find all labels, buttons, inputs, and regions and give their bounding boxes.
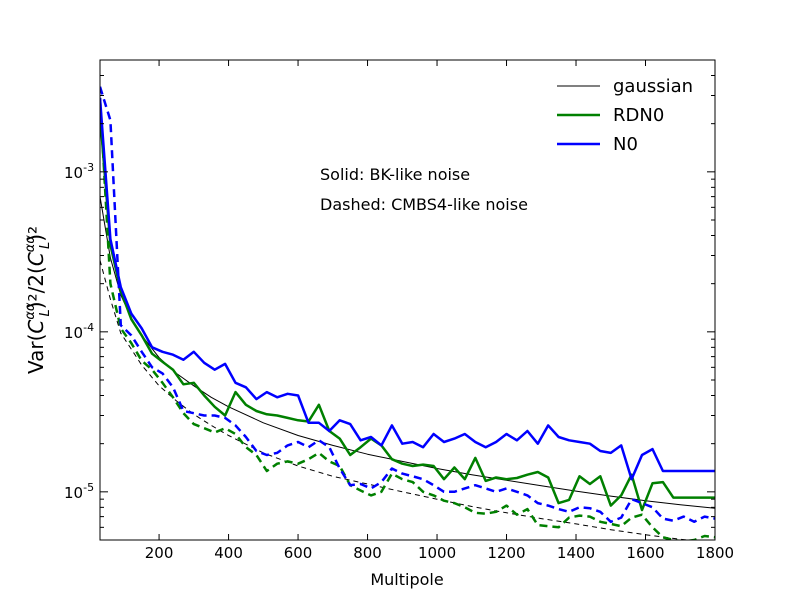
annotation-dashed: Dashed: CMBS4-like noise xyxy=(320,195,528,214)
legend-label-rdn0: RDN0 xyxy=(613,105,664,126)
plot-frame xyxy=(99,59,716,541)
plot-area xyxy=(100,60,715,540)
y-axis-label-suffix: )² xyxy=(24,226,48,242)
y-axis-label-prefix: Var( xyxy=(24,334,48,374)
ticks-layer: 200 400 600 800 1000 1200 1400 1600 1800 10-5 10-4… xyxy=(64,59,734,562)
y-axis-label-sup2: αα xyxy=(23,235,38,253)
y-tick-label: 10-4 xyxy=(64,321,94,342)
y-axis-label: Var(CααL)²/2(CααL)² xyxy=(23,226,53,374)
series-line-gaussian-dashed xyxy=(100,260,693,540)
x-tick-label: 1400 xyxy=(557,544,595,562)
x-axis-label: Multipole xyxy=(370,570,443,589)
y-tick-label: 10-3 xyxy=(64,161,94,182)
series-line-rdn0-dashed xyxy=(100,97,715,540)
x-tick-label: 1600 xyxy=(626,544,664,562)
series-line-n0-dashed xyxy=(100,86,715,524)
y-axis-label-sub2: L xyxy=(38,242,53,249)
series-line-rdn0-solid xyxy=(100,113,715,512)
x-tick-label: 1000 xyxy=(418,544,456,562)
y-axis-label-c1: C xyxy=(24,320,48,334)
x-tick-label: 400 xyxy=(214,544,243,562)
series-line-n0-solid xyxy=(100,97,715,481)
y-axis-label-mid: )²/2( xyxy=(24,266,48,309)
annotation-solid: Solid: BK-like noise xyxy=(320,165,470,184)
x-tick-label: 1200 xyxy=(487,544,525,562)
x-tick-label: 1800 xyxy=(696,544,734,562)
legend: gaussian RDN0 N0 xyxy=(557,76,693,155)
x-tick-label: 200 xyxy=(145,544,174,562)
x-tick-label: 600 xyxy=(284,544,313,562)
legend-label-n0: N0 xyxy=(613,134,638,155)
y-axis-label-sup1: αα xyxy=(23,302,38,320)
series-layer xyxy=(100,86,715,540)
y-axis-label-sub1: L xyxy=(38,309,53,316)
y-tick-label: 10-5 xyxy=(64,481,94,502)
y-axis-label-c2: C xyxy=(24,252,48,266)
legend-label-gaussian: gaussian xyxy=(613,76,693,97)
x-tick-label: 800 xyxy=(353,544,382,562)
